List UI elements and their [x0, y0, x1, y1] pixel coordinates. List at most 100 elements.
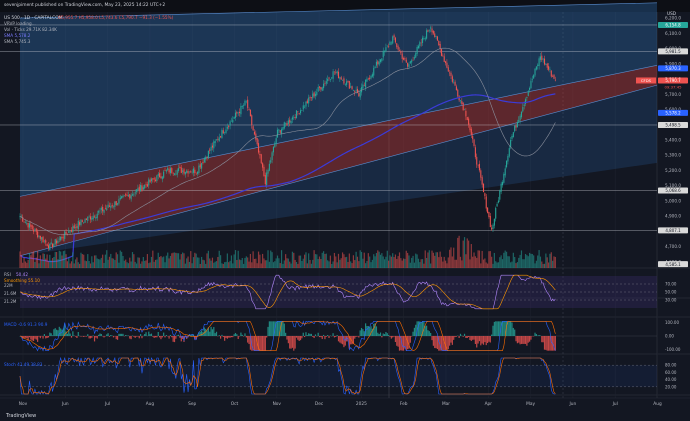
candle	[157, 173, 159, 176]
candle	[172, 173, 174, 174]
macd-hist-bar	[320, 336, 322, 338]
volume-bar	[333, 252, 336, 268]
candle	[550, 70, 552, 77]
macd-hist-bar	[160, 336, 162, 340]
volume-bar	[69, 263, 71, 268]
volume-bar	[241, 258, 243, 268]
volume-bar	[79, 263, 81, 268]
volume-bar	[299, 255, 302, 268]
volume-bar	[362, 258, 364, 268]
candle	[182, 170, 184, 172]
macd-hist-bar	[430, 332, 432, 336]
macd-hist-bar	[350, 336, 352, 345]
macd-hist-bar	[37, 336, 39, 342]
candle	[546, 63, 548, 68]
volume-bar	[367, 253, 369, 268]
candle	[374, 66, 376, 69]
macd-hist-bar	[486, 336, 489, 344]
volume-bar	[282, 263, 284, 268]
macd-hist-bar	[485, 336, 487, 346]
volume-bar	[316, 254, 318, 268]
candle	[533, 75, 535, 79]
macd-hist-bar	[118, 333, 120, 336]
candle	[121, 196, 123, 199]
macd-hist-bar	[511, 322, 513, 336]
volume-bar	[39, 255, 41, 268]
volume-bar	[167, 252, 169, 268]
macd-hist-bar	[150, 333, 153, 336]
macd-hist-bar	[488, 336, 490, 342]
macd-hist-group	[19, 321, 556, 351]
volume-bar	[481, 250, 483, 268]
candle	[165, 170, 167, 172]
macd-hist-bar	[527, 336, 529, 343]
macd-hist-bar	[512, 327, 514, 336]
volume-bar	[310, 263, 312, 268]
candle	[552, 75, 554, 77]
macd-hist-bar	[106, 334, 108, 336]
macd-hist-bar	[188, 334, 191, 336]
volume-bar	[428, 250, 430, 268]
volume-bar	[244, 257, 246, 268]
macd-hist-bar	[116, 336, 119, 340]
candle	[300, 110, 302, 114]
macd-hist-bar	[298, 336, 300, 341]
volume-bar	[176, 253, 178, 268]
macd-hist-bar	[224, 336, 226, 341]
macd-hist-bar	[233, 334, 235, 336]
candle	[168, 169, 170, 173]
macd-hist-bar	[43, 334, 45, 336]
candle	[440, 49, 443, 56]
macd-hist-bar	[267, 326, 269, 336]
macd-hist-bar	[431, 336, 433, 341]
macd-hist-bar	[543, 336, 546, 350]
candle	[141, 185, 143, 191]
candle	[108, 205, 111, 207]
candle	[186, 170, 188, 173]
channel-top-line	[19, 2, 658, 19]
volume-bar	[421, 259, 424, 268]
macd-hist-bar	[278, 321, 280, 336]
volume-bar	[142, 257, 144, 268]
volume-bar	[19, 251, 21, 268]
volume-bar	[409, 262, 411, 268]
volume-bar	[55, 252, 58, 268]
macd-hist-bar	[339, 336, 341, 343]
macd-hist-bar	[421, 321, 424, 336]
candle	[122, 195, 124, 198]
macd-hist-bar	[60, 328, 62, 336]
macd-hist-bar	[272, 321, 275, 336]
volume-bar	[289, 261, 291, 268]
macd-hist-bar	[251, 336, 253, 351]
macd-hist-bar	[489, 336, 491, 343]
volume-bar	[224, 262, 226, 268]
candle	[161, 176, 163, 180]
volume-bar	[554, 256, 556, 268]
volume-bar	[523, 259, 525, 268]
macd-hist-bar	[420, 322, 422, 336]
volume-bar	[129, 257, 131, 268]
volume-bar	[431, 250, 433, 268]
candle	[222, 130, 224, 134]
volume-bar	[154, 259, 157, 268]
macd-hist-bar	[260, 336, 262, 351]
volume-bar	[450, 247, 452, 268]
macd-hist-bar	[469, 336, 471, 341]
volume-bar	[505, 251, 508, 268]
macd-hist-bar	[449, 336, 451, 346]
volume-bar	[320, 259, 322, 268]
countdown-prefix-box	[636, 77, 656, 84]
volume-bar	[233, 254, 235, 268]
volume-bar	[440, 256, 443, 268]
volume-bar	[27, 259, 29, 268]
macd-hist-bar	[432, 336, 434, 346]
macd-hist-bar	[122, 333, 124, 336]
candle	[35, 228, 37, 232]
macd-hist-bar	[152, 336, 154, 337]
macd-hist-bar	[301, 336, 303, 339]
volume-bar	[98, 259, 100, 268]
macd-hist-bar	[495, 321, 497, 336]
candle	[270, 160, 272, 163]
volume-bar	[455, 259, 458, 268]
